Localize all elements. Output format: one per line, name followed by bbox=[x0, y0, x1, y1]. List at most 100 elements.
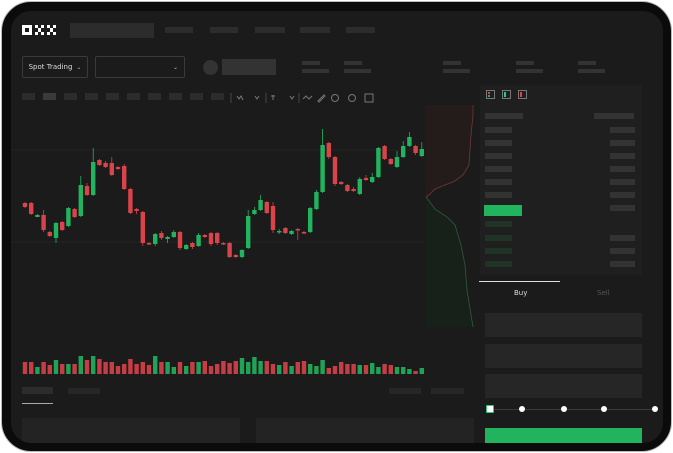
stat-value bbox=[302, 69, 329, 73]
amount-slider-handle[interactable] bbox=[486, 405, 494, 413]
nav-item[interactable] bbox=[210, 27, 238, 33]
candle-body bbox=[60, 222, 65, 230]
volume-bar bbox=[66, 364, 71, 374]
stat-label bbox=[302, 61, 320, 65]
volume-bar bbox=[270, 364, 276, 374]
ask-price bbox=[485, 179, 512, 185]
volume-bar bbox=[146, 365, 152, 374]
candle-body bbox=[270, 206, 276, 230]
tab-buy[interactable]: Buy bbox=[514, 289, 528, 297]
candle-body bbox=[177, 232, 183, 248]
volume-bar bbox=[239, 358, 245, 374]
timeframe-button[interactable] bbox=[190, 93, 203, 100]
volume-bar bbox=[351, 364, 356, 374]
settings-icon bbox=[348, 94, 356, 102]
timeframe-button[interactable] bbox=[127, 93, 140, 100]
ask-amount bbox=[610, 127, 635, 133]
total-input[interactable] bbox=[485, 374, 642, 398]
header-price bbox=[485, 113, 523, 119]
volume-bar bbox=[165, 362, 170, 374]
candle-body bbox=[47, 232, 52, 236]
tab-order-history[interactable] bbox=[68, 388, 100, 394]
nav-item[interactable] bbox=[165, 27, 193, 33]
candle-body bbox=[159, 233, 164, 238]
candle-body bbox=[66, 208, 71, 226]
bid-price bbox=[485, 261, 512, 267]
slider-stop[interactable] bbox=[561, 406, 567, 412]
chart-tools bbox=[230, 93, 374, 103]
timeframe-button[interactable] bbox=[64, 93, 77, 100]
slider-stop[interactable] bbox=[652, 406, 658, 412]
stat-label bbox=[578, 61, 596, 65]
candle-body bbox=[208, 233, 214, 244]
filter-button[interactable] bbox=[431, 388, 464, 394]
indicator-icon bbox=[254, 95, 260, 100]
amount-slider-track[interactable] bbox=[490, 409, 656, 410]
last-price bbox=[484, 205, 522, 216]
volume-bar bbox=[53, 360, 59, 374]
volume-bar bbox=[103, 362, 108, 374]
timeframe-button[interactable] bbox=[211, 93, 224, 100]
tab-sell[interactable]: Sell bbox=[597, 289, 610, 297]
stat-value bbox=[443, 69, 470, 73]
timeframe-button[interactable] bbox=[22, 93, 35, 100]
target-icon bbox=[331, 94, 339, 102]
candle-body bbox=[29, 203, 34, 214]
volume-bar bbox=[339, 362, 344, 374]
market-selector[interactable]: Spot Trading ⌄ bbox=[22, 56, 88, 78]
candle-body bbox=[41, 215, 46, 230]
candlestick-chart[interactable] bbox=[11, 105, 481, 380]
volume-bar bbox=[215, 364, 220, 374]
timeframe-button[interactable] bbox=[106, 93, 119, 100]
chevron-icon bbox=[289, 95, 295, 100]
orders-card bbox=[22, 418, 240, 443]
filter-button[interactable] bbox=[389, 388, 421, 394]
pair-selector[interactable]: ⌄ bbox=[95, 56, 185, 78]
slider-stop[interactable] bbox=[601, 406, 607, 412]
volume-bar bbox=[177, 362, 183, 374]
candle-body bbox=[382, 146, 387, 159]
candle-body bbox=[301, 232, 307, 234]
fx-icon bbox=[271, 95, 275, 100]
ask-amount bbox=[610, 140, 635, 146]
candle-body bbox=[202, 235, 207, 237]
ask-price bbox=[485, 192, 512, 198]
volume-bar bbox=[326, 368, 331, 374]
volume-bar bbox=[308, 364, 313, 374]
volume-bar bbox=[41, 362, 46, 374]
price-input[interactable] bbox=[485, 313, 642, 337]
candle-body bbox=[22, 203, 28, 207]
timeframe-button[interactable] bbox=[43, 93, 56, 100]
nav-item[interactable] bbox=[300, 27, 330, 33]
orderbook-view-bids-icon[interactable] bbox=[502, 90, 511, 99]
tab-open-orders[interactable] bbox=[22, 387, 53, 394]
candle-body bbox=[190, 243, 195, 247]
orders-card bbox=[256, 418, 474, 443]
volume-bar bbox=[140, 362, 145, 374]
candle-body bbox=[128, 189, 133, 213]
volume-bar bbox=[171, 367, 176, 374]
bid-amount bbox=[610, 261, 635, 267]
buy-submit-button[interactable] bbox=[485, 428, 642, 443]
candle-body bbox=[314, 192, 319, 209]
volume-bar bbox=[258, 361, 263, 374]
timeframe-button[interactable] bbox=[85, 93, 98, 100]
orderbook-view-both-icon[interactable] bbox=[486, 90, 495, 99]
nav-item[interactable] bbox=[255, 27, 285, 33]
fullscreen-icon bbox=[364, 93, 374, 103]
nav-item[interactable] bbox=[346, 27, 375, 33]
slider-stop[interactable] bbox=[519, 406, 525, 412]
chevron-down-icon: ⌄ bbox=[172, 63, 178, 71]
timeframe-button[interactable] bbox=[169, 93, 182, 100]
amount-input[interactable] bbox=[485, 344, 642, 368]
wave-icon bbox=[302, 95, 313, 100]
candle-body bbox=[295, 229, 300, 231]
search-bar[interactable] bbox=[70, 23, 154, 38]
candle-body bbox=[289, 231, 294, 234]
candle-body bbox=[258, 200, 263, 210]
orderbook-view-asks-icon[interactable] bbox=[518, 90, 527, 99]
timeframe-button[interactable] bbox=[148, 93, 161, 100]
volume-bar bbox=[401, 367, 406, 374]
volume-bar bbox=[109, 362, 114, 374]
volume-bar bbox=[72, 364, 77, 374]
